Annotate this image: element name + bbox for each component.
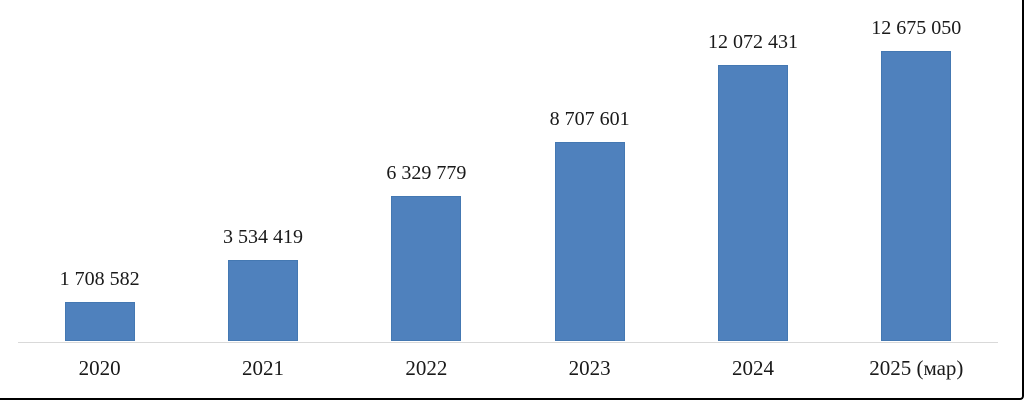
bar bbox=[64, 302, 135, 341]
bar-column: 6 329 779 bbox=[345, 0, 508, 341]
bar bbox=[881, 51, 952, 341]
x-axis-tick-label: 2021 bbox=[241, 356, 284, 380]
bar-value-label: 1 708 582 bbox=[59, 268, 140, 290]
x-axis-tick-label: 2022 bbox=[405, 356, 448, 380]
bar-column: 1 708 582 bbox=[18, 0, 181, 341]
x-axis-line bbox=[18, 342, 998, 343]
x-axis-tick-label: 2025 (мар) bbox=[869, 356, 964, 380]
bar bbox=[717, 65, 788, 341]
bar-value-label: 6 329 779 bbox=[386, 162, 467, 184]
bar bbox=[391, 196, 462, 341]
bar-column: 8 707 601 bbox=[508, 0, 671, 341]
bar-column: 12 675 050 bbox=[835, 0, 998, 341]
bar-value-label: 3 534 419 bbox=[222, 226, 303, 248]
bar-column: 3 534 419 bbox=[181, 0, 344, 341]
x-axis: 2020 2021 2022 2023 2024 2025 (мар) bbox=[18, 354, 998, 382]
x-axis-tick-label: 2020 bbox=[78, 356, 121, 380]
bar-value-label: 8 707 601 bbox=[549, 108, 630, 130]
bar-column: 12 072 431 bbox=[671, 0, 834, 341]
plot-area: 1 708 582 3 534 419 6 329 779 8 707 601 12 0… bbox=[18, 0, 998, 341]
bar-value-label: 12 675 050 bbox=[871, 17, 962, 39]
bar bbox=[554, 142, 625, 341]
x-axis-tick-label: 2024 bbox=[731, 356, 774, 380]
bar-value-label: 12 072 431 bbox=[707, 31, 798, 53]
bar bbox=[227, 260, 298, 341]
x-axis-tick-label: 2023 bbox=[568, 356, 611, 380]
